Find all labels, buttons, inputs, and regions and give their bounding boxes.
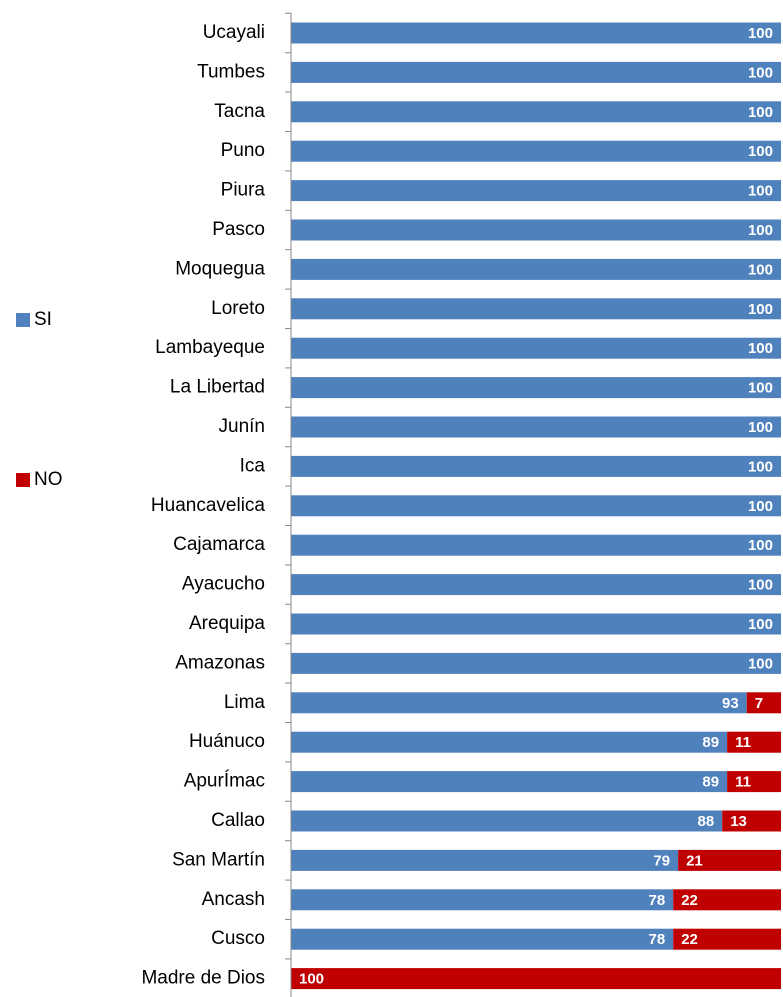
category-label: Madre de Dios (141, 968, 265, 989)
value-label: 100 (748, 577, 773, 594)
bar-segment (673, 889, 781, 911)
bar-segment (291, 258, 781, 280)
value-label: 22 (681, 931, 698, 948)
category-label: Tacna (214, 101, 265, 122)
bar-segment (291, 337, 781, 359)
value-label: 11 (735, 734, 751, 751)
value-label: 100 (748, 261, 773, 278)
value-label: 100 (748, 222, 773, 239)
value-label: 100 (748, 301, 773, 318)
category-label: Huancavelica (151, 495, 265, 516)
bar-segment (291, 613, 781, 635)
category-label: Arequipa (189, 613, 265, 634)
bar-segment (291, 928, 674, 950)
bar-segment (678, 849, 781, 871)
bar-segment (291, 692, 747, 714)
category-label: Cajamarca (173, 534, 265, 555)
category-label: San Martín (172, 849, 265, 870)
value-label: 100 (748, 25, 773, 42)
category-label: Ucayali (203, 22, 265, 43)
value-label: 100 (748, 340, 773, 357)
bar-segment (746, 692, 781, 714)
value-label: 78 (649, 892, 666, 909)
category-label: Tumbes (197, 61, 265, 82)
legend-label: SI (34, 309, 52, 330)
bar-segment (291, 140, 781, 162)
bar-segment (291, 455, 781, 477)
bar-segment (291, 180, 781, 202)
bar-segment (291, 968, 781, 990)
category-label: Ayacucho (182, 574, 265, 595)
value-label: 100 (748, 419, 773, 436)
value-label: 100 (748, 104, 773, 121)
bar-segment (722, 810, 781, 832)
value-label: 79 (653, 852, 670, 869)
legend-swatch (16, 473, 30, 487)
value-label: 22 (681, 892, 698, 909)
plot-area (291, 22, 781, 990)
value-label: 88 (698, 813, 715, 830)
category-label: Ica (240, 455, 266, 476)
value-label: 13 (730, 813, 747, 830)
value-label: 21 (686, 852, 703, 869)
category-label: Piura (221, 180, 266, 201)
value-label: 89 (702, 774, 719, 791)
value-label: 100 (748, 458, 773, 475)
legend-swatch (16, 313, 30, 327)
bar-segment (291, 889, 674, 911)
bar-segment (291, 574, 781, 596)
category-label: Junín (219, 416, 265, 437)
value-label: 100 (748, 143, 773, 160)
value-label: 100 (748, 616, 773, 633)
value-label: 100 (748, 380, 773, 397)
value-label: 100 (299, 971, 324, 988)
bar-segment (291, 219, 781, 241)
bar-segment (291, 731, 728, 753)
bar-segment (291, 298, 781, 320)
value-label: 100 (748, 537, 773, 554)
bar-segment (291, 771, 728, 793)
category-label: Ancash (202, 889, 265, 910)
bar-segment (291, 810, 723, 832)
category-label: ApurÍmac (184, 771, 265, 792)
bar-segment (291, 652, 781, 674)
category-label: La Libertad (170, 377, 265, 398)
value-label: 7 (755, 695, 763, 712)
value-label: 78 (649, 931, 666, 948)
value-label: 89 (702, 734, 719, 751)
value-label: 100 (748, 655, 773, 672)
bar-segment (291, 534, 781, 556)
bar-segment (673, 928, 781, 950)
value-label: 93 (722, 695, 739, 712)
bar-segment (291, 22, 781, 44)
category-label: Amazonas (175, 652, 265, 673)
category-label: Huánuco (189, 731, 265, 752)
category-label: Pasco (212, 219, 265, 240)
value-label: 100 (748, 183, 773, 200)
bar-segment (291, 849, 679, 871)
legend-label: NO (34, 469, 63, 490)
bar-segment (291, 101, 781, 123)
bar-segment (291, 61, 781, 83)
category-label: Lambayeque (155, 337, 265, 358)
category-label: Puno (221, 140, 265, 161)
value-label: 100 (748, 498, 773, 515)
category-label: Cusco (211, 928, 265, 949)
bar-segment (727, 771, 781, 793)
category-label: Callao (211, 810, 265, 831)
bar-segment (727, 731, 781, 753)
value-label: 100 (748, 64, 773, 81)
bar-segment (291, 495, 781, 517)
category-label: Loreto (211, 298, 265, 319)
category-label: Moquegua (175, 258, 265, 279)
bar-segment (291, 416, 781, 438)
value-label: 11 (735, 774, 751, 791)
category-label: Lima (224, 692, 266, 713)
bar-segment (291, 377, 781, 399)
